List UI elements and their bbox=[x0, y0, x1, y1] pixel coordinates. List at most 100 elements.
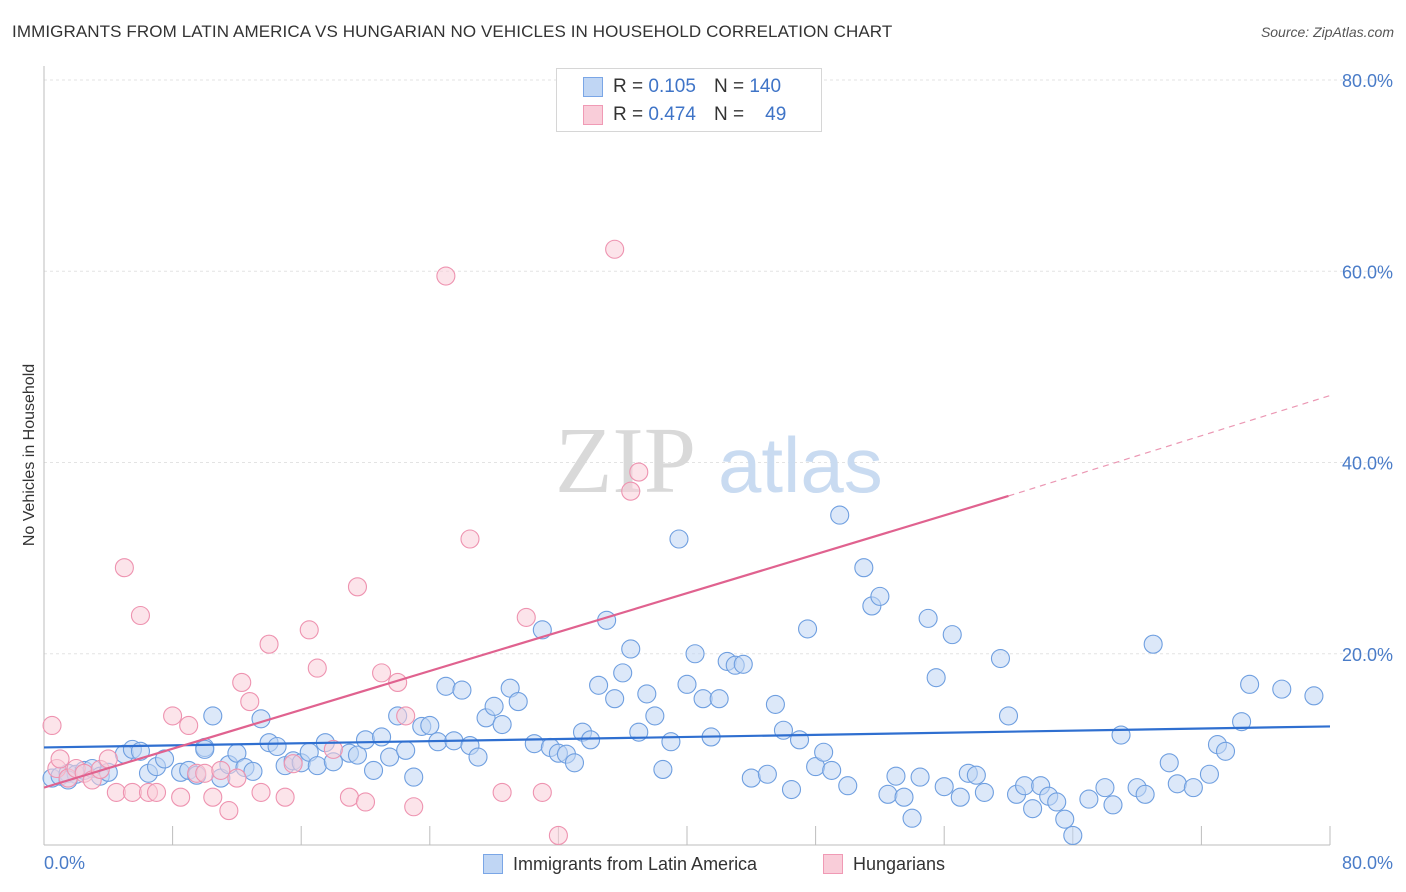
immigrants-point bbox=[1015, 776, 1035, 796]
hungarians-point bbox=[516, 607, 536, 627]
immigrants-point bbox=[822, 760, 842, 780]
legend-n-value: 140 bbox=[749, 76, 782, 97]
hungarians-point bbox=[259, 634, 279, 654]
y-tick-label: 40.0% bbox=[1342, 454, 1393, 474]
immigrants-point bbox=[693, 689, 713, 709]
hungarians-point bbox=[227, 768, 247, 788]
hungarians-point bbox=[114, 558, 134, 578]
immigrants-point bbox=[155, 749, 175, 769]
hungarians-point bbox=[50, 749, 70, 769]
hungarians-point bbox=[42, 715, 62, 736]
correlation-legend: R = 0.105 N = 140 R = 0.474 N = 49 bbox=[556, 68, 822, 132]
bottom-legend-immigrants: Immigrants from Latin America bbox=[483, 852, 757, 876]
immigrants-point bbox=[950, 787, 970, 807]
immigrants-point bbox=[974, 782, 994, 802]
legend-swatch-hungarians bbox=[583, 105, 603, 125]
immigrants-point bbox=[532, 620, 552, 640]
hungarians-point bbox=[347, 577, 368, 597]
immigrants-point bbox=[798, 619, 818, 639]
axes bbox=[43, 66, 1331, 846]
hungarians-point bbox=[130, 605, 150, 626]
immigrants-point bbox=[741, 768, 761, 788]
immigrants-point bbox=[1055, 809, 1075, 829]
hungarians-point bbox=[532, 782, 552, 802]
bottom-legend-label-hungarians: Hungarians bbox=[853, 853, 946, 874]
immigrants-point bbox=[653, 759, 673, 780]
immigrants-point bbox=[1272, 679, 1292, 699]
immigrants-point bbox=[1143, 634, 1163, 654]
bottom-legend-swatch-immigrants bbox=[483, 854, 503, 874]
immigrants-point bbox=[621, 639, 641, 659]
watermark: ZIP atlas bbox=[555, 409, 883, 513]
immigrants-point bbox=[942, 625, 962, 645]
immigrants-point bbox=[669, 529, 689, 549]
trend-lines bbox=[43, 394, 1331, 789]
hungarians-point bbox=[299, 620, 319, 640]
immigrants-point bbox=[990, 648, 1011, 669]
hungarians-point bbox=[492, 782, 512, 802]
immigrants-point bbox=[436, 676, 456, 696]
hungarians-point bbox=[339, 787, 359, 807]
immigrants-point bbox=[1304, 686, 1324, 706]
immigrants-point bbox=[637, 684, 657, 704]
immigrants-point bbox=[580, 730, 601, 750]
immigrants-point bbox=[380, 747, 400, 767]
immigrants-point bbox=[661, 732, 681, 752]
immigrants-point bbox=[452, 680, 472, 700]
hungarians-point bbox=[275, 787, 295, 807]
legend-row-immigrants: R = 0.105 N = 140 bbox=[583, 75, 781, 99]
immigrants-point bbox=[781, 779, 802, 800]
immigrants-point bbox=[372, 727, 392, 747]
legend-n-label: N = bbox=[713, 76, 745, 97]
immigrants-point bbox=[1047, 792, 1067, 812]
immigrants-point bbox=[195, 739, 215, 759]
hungarians-point bbox=[436, 266, 456, 286]
immigrants-point bbox=[1199, 764, 1219, 784]
immigrants-point bbox=[508, 692, 528, 712]
hungarians-point bbox=[372, 663, 392, 683]
legend-row-hungarians: R = 0.474 N = 49 bbox=[583, 103, 786, 127]
immigrants-point bbox=[733, 654, 753, 674]
legend-n-label: N = bbox=[713, 104, 745, 125]
immigrants-point bbox=[894, 787, 914, 807]
immigrants-point bbox=[1095, 778, 1115, 798]
trend-line-hungarians bbox=[43, 494, 1009, 789]
immigrants-point bbox=[645, 706, 665, 726]
hungarians-point bbox=[323, 739, 343, 759]
tick-labels: 20.0% 40.0% 60.0% 80.0% 0.0% 80.0% bbox=[44, 71, 1393, 873]
hungarians-point bbox=[106, 782, 126, 802]
immigrants-point bbox=[203, 706, 223, 726]
hungarians-point bbox=[629, 462, 649, 482]
immigrants-point bbox=[404, 767, 424, 787]
immigrants-point bbox=[870, 586, 890, 606]
immigrants-point bbox=[854, 558, 874, 578]
bottom-legend-hungarians: Hungarians bbox=[823, 852, 945, 876]
legend-r-value: 0.474 bbox=[648, 104, 696, 125]
immigrants-point bbox=[605, 689, 625, 709]
hungarians-point bbox=[396, 706, 416, 726]
trend-line-hungarians-extension bbox=[1008, 394, 1331, 497]
immigrants-point bbox=[484, 696, 504, 716]
hungarians-point bbox=[460, 529, 480, 549]
hungarians-point bbox=[195, 763, 215, 783]
immigrants-point bbox=[709, 689, 729, 709]
immigrants-point bbox=[878, 784, 898, 804]
immigrants-point bbox=[1103, 795, 1123, 815]
immigrants-point bbox=[765, 694, 785, 714]
immigrants-point bbox=[814, 742, 834, 762]
immigrants-point bbox=[492, 714, 512, 735]
bottom-legend-label-immigrants: Immigrants from Latin America bbox=[513, 853, 758, 874]
immigrants-point bbox=[1135, 784, 1155, 804]
hungarians-point bbox=[219, 801, 239, 821]
immigrants-point bbox=[420, 715, 440, 736]
immigrants-point bbox=[918, 608, 938, 628]
hungarians-point bbox=[605, 239, 625, 259]
immigrants-point bbox=[1240, 674, 1260, 694]
immigrants-point bbox=[677, 674, 697, 694]
legend-swatch-immigrants bbox=[583, 77, 603, 97]
immigrants-point bbox=[966, 765, 986, 785]
immigrants-point bbox=[1215, 741, 1236, 761]
hungarians-point bbox=[548, 825, 568, 845]
immigrants-point bbox=[789, 730, 810, 750]
